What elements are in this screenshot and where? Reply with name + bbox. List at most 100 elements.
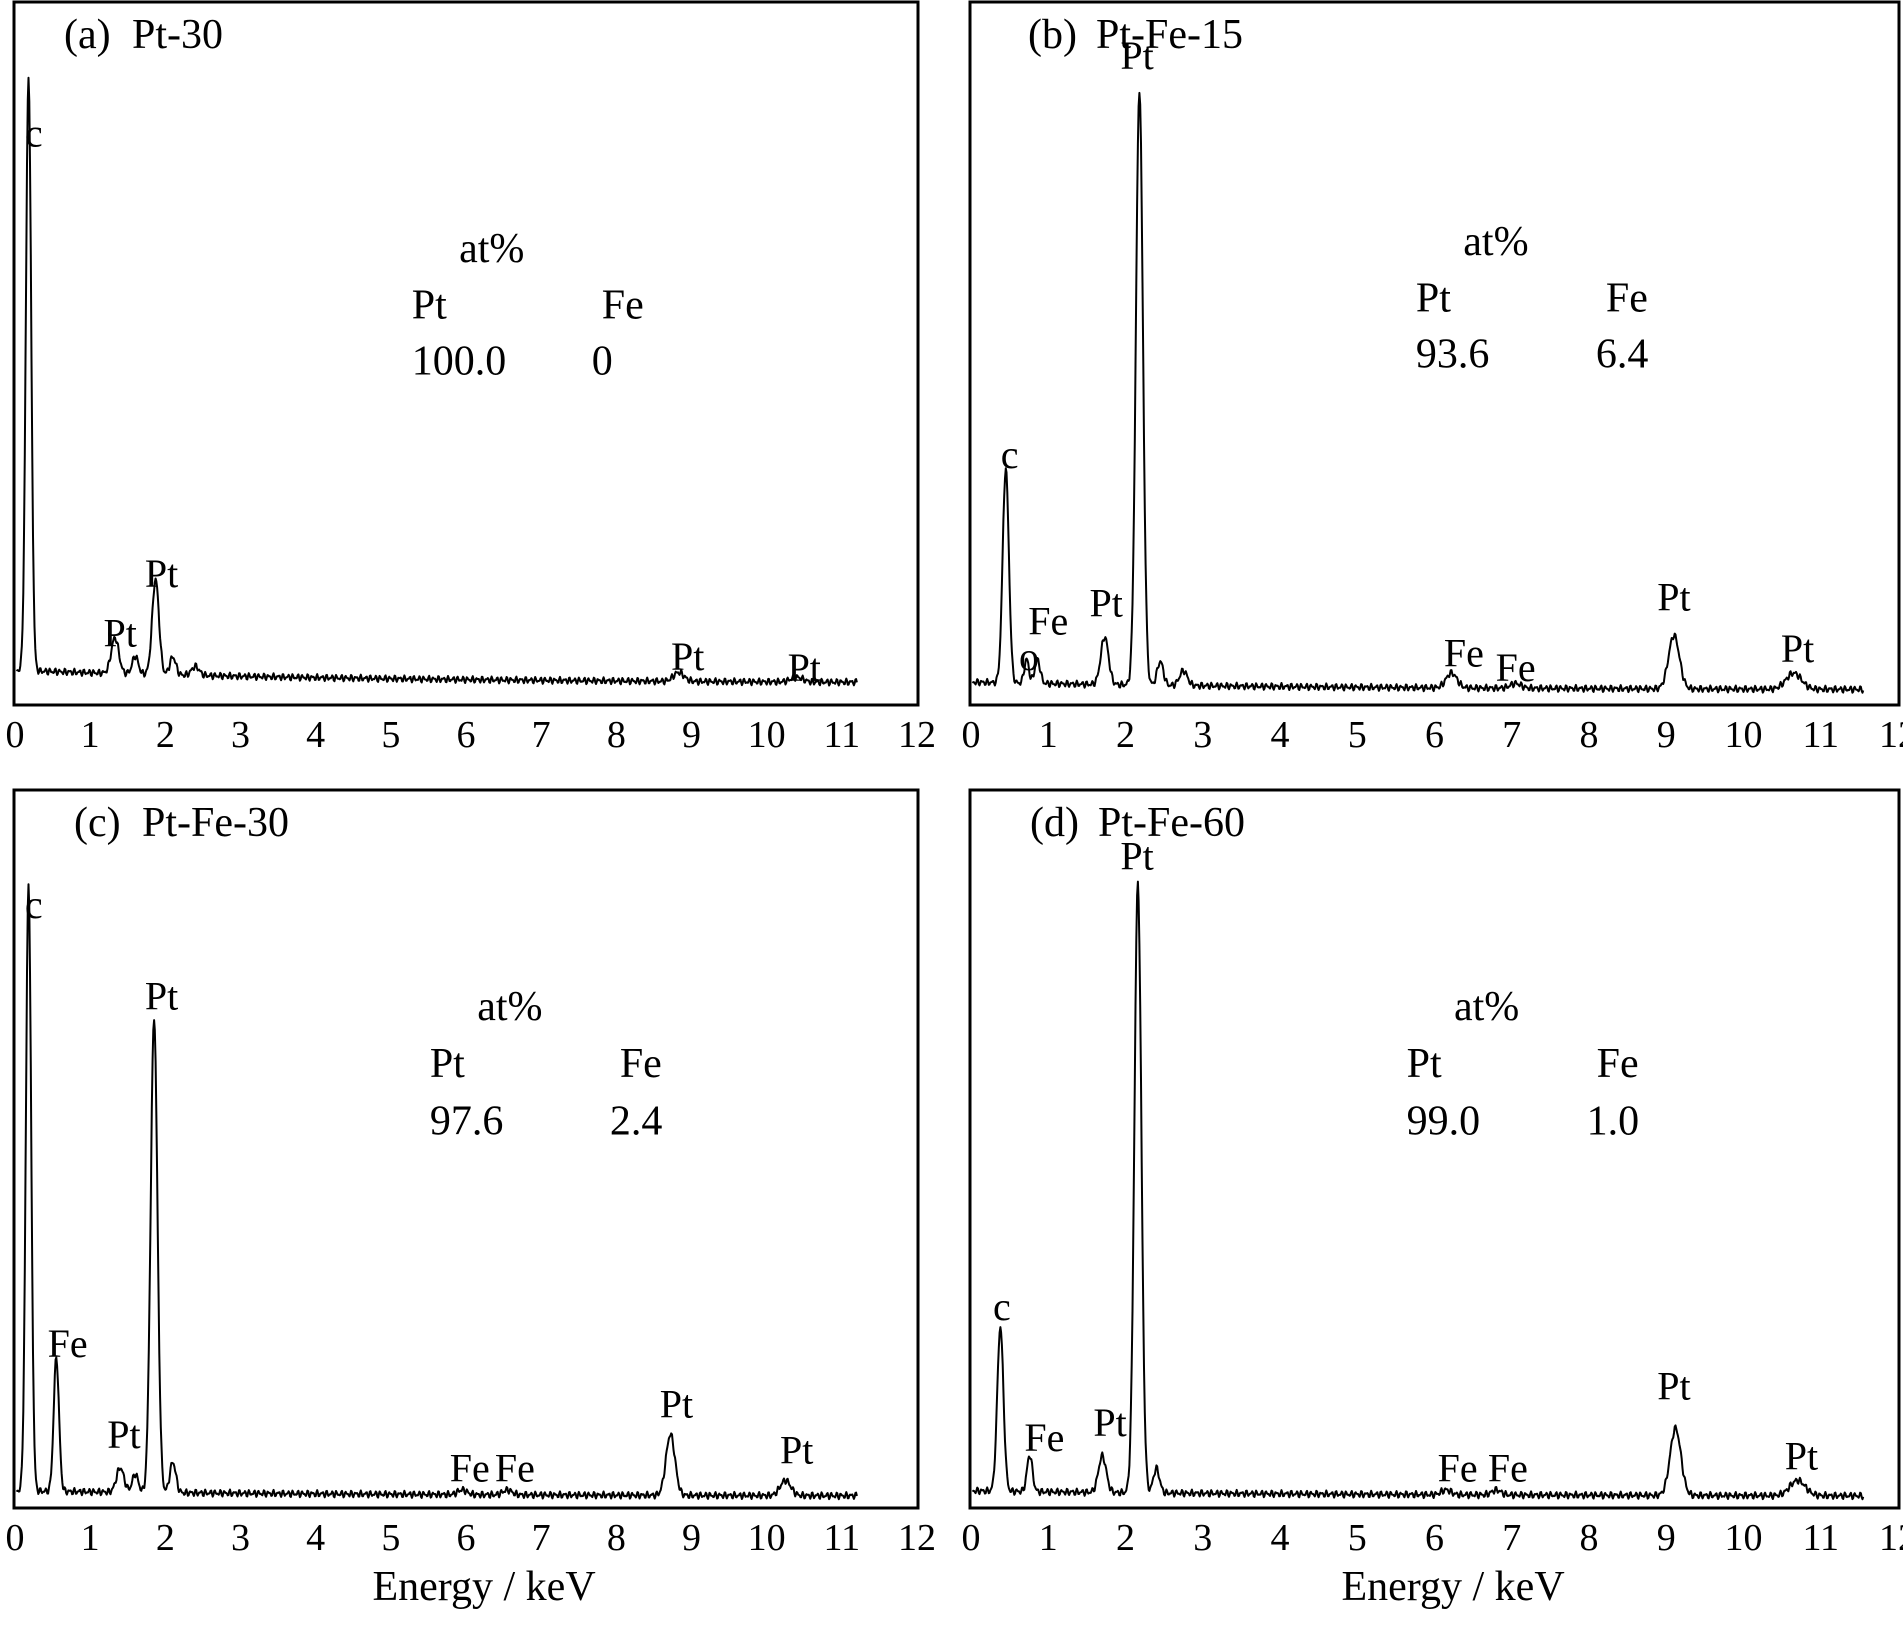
panel-c-composition-pt-label: Pt [430,1041,465,1087]
panel-d-tick-label: 11 [1802,1517,1839,1559]
panel-a-frame [12,0,920,707]
panel-b-composition-heading: at% [1463,219,1528,265]
panel-d-label: (d) [1030,800,1079,846]
panel-b-peak-label: Pt [1657,575,1690,620]
panel-d-tick-label: 9 [1657,1517,1676,1559]
panel-a-composition-pt-label: Pt [412,282,447,328]
panel-b-tick-label: 5 [1348,714,1367,756]
panel-a-peak-label: Pt [671,634,704,679]
panel-a-tick-label: 7 [532,714,551,756]
panel-a-tick-label: 4 [306,714,325,756]
panel-a-spectrum-line [15,76,858,687]
panel-b: 0123456789101112(b)Pt-Fe-15cFeoPtPtFeFeP… [962,0,1903,756]
panel-a-peak-label: c [25,110,43,155]
panel-b-tick-label: 4 [1271,714,1290,756]
panel-d-peak-label: Pt [1120,833,1153,878]
panel-b-peak-label: Pt [1120,33,1153,78]
panel-b-peak-label: o [1019,634,1039,679]
panel-b-sample-name: Pt-Fe-15 [1096,12,1243,58]
panel-c-tick-label: 4 [306,1517,325,1559]
panel-a-composition-pt-value: 100.0 [412,339,507,385]
panel-d-frame [968,788,1901,1510]
panel-a-tick-label: 5 [381,714,400,756]
panel-c-composition-heading: at% [477,984,542,1030]
panel-c-tick-label: 7 [532,1517,551,1559]
panel-a-composition-fe-value: 0 [592,339,613,385]
panel-c-tick-label: 2 [156,1517,175,1559]
panel-c-peak-label: Fe [495,1446,535,1491]
panel-b-tick-label: 12 [1879,714,1903,756]
panel-a-sample-name: Pt-30 [132,12,223,58]
panel-d-tick-label: 5 [1348,1517,1367,1559]
panel-b-composition-pt-label: Pt [1416,275,1451,321]
panel-a-tick-label: 10 [748,714,786,756]
panel-b-tick-label: 3 [1193,714,1212,756]
panel-c-composition-fe-value: 2.4 [610,1099,663,1145]
panel-b-tick-label: 2 [1116,714,1135,756]
panel-b-tick-label: 1 [1039,714,1058,756]
panel-a-tick-label: 11 [824,714,861,756]
panel-a-tick-label: 3 [231,714,250,756]
panel-c-tick-label: 3 [231,1517,250,1559]
panel-d-composition-fe-label: Fe [1597,1041,1639,1087]
panel-d-peak-label: Fe [1488,1446,1528,1491]
panel-d-peak-label: Fe [1438,1446,1478,1491]
panel-c-tick-label: 0 [6,1517,25,1559]
panel-d-composition-fe-value: 1.0 [1587,1099,1640,1145]
panel-a-composition-heading: at% [459,226,524,272]
panel-b-tick-label: 10 [1725,714,1763,756]
panel-c-tick-label: 6 [457,1517,476,1559]
panel-a-label: (a) [64,12,111,58]
panel-b-label: (b) [1028,12,1077,58]
panel-b-peak-label: Fe [1444,631,1484,676]
panel-a-tick-label: 9 [682,714,701,756]
panel-a-tick-label: 8 [607,714,626,756]
panel-c-spectrum-line [15,883,858,1501]
panel-d-composition-heading: at% [1454,984,1519,1030]
panel-a-tick-label: 2 [156,714,175,756]
panel-d-tick-label: 3 [1193,1517,1212,1559]
panel-a-peak-label: Pt [788,645,821,690]
panel-a-tick-label: 12 [898,714,936,756]
panel-d-composition-pt-value: 99.0 [1407,1099,1481,1145]
panel-d-peak-label: Pt [1657,1363,1690,1408]
panel-c-peak-label: Pt [780,1427,813,1472]
panel-d-tick-label: 8 [1580,1517,1599,1559]
panel-d-tick-label: 0 [962,1517,981,1559]
panel-b-spectrum-line [971,91,1865,694]
panel-c-peak-label: Pt [107,1412,140,1457]
panel-d-tick-label: 1 [1039,1517,1058,1559]
panel-b-tick-label: 11 [1802,714,1839,756]
panel-a-composition-fe-label: Fe [602,282,644,328]
panel-b-composition-pt-value: 93.6 [1416,332,1490,378]
panel-b-tick-label: 7 [1502,714,1521,756]
panel-b-peak-label: Fe [1028,599,1068,644]
panel-b-composition-fe-label: Fe [1606,275,1648,321]
panel-c-composition-pt-value: 97.6 [430,1099,504,1145]
panel-d-sample-name: Pt-Fe-60 [1098,800,1245,846]
panel-d-peak-label: Fe [1024,1415,1064,1460]
panel-c-tick-label: 8 [607,1517,626,1559]
panel-b-tick-label: 6 [1425,714,1444,756]
panel-b-tick-label: 0 [962,714,981,756]
panel-a-tick-label: 6 [457,714,476,756]
panel-b-frame [968,0,1901,707]
panel-d-tick-label: 10 [1725,1517,1763,1559]
panel-d-tick-label: 6 [1425,1517,1444,1559]
panel-d-peak-label: Pt [1093,1400,1126,1445]
panel-c-frame [12,788,920,1510]
panel-c-tick-label: 12 [898,1517,936,1559]
panel-d-spectrum-line [971,880,1865,1501]
panel-c-label: (c) [74,800,121,846]
panel-c-peak-label: c [25,882,43,927]
panel-a-tick-label: 0 [6,714,25,756]
panel-d-tick-label: 2 [1116,1517,1135,1559]
panel-b-peak-label: Fe [1496,645,1536,690]
panel-c-tick-label: 1 [81,1517,100,1559]
panel-d-tick-label: 4 [1271,1517,1290,1559]
panel-c-peak-label: Pt [660,1382,693,1427]
panel-c-tick-label: 5 [381,1517,400,1559]
